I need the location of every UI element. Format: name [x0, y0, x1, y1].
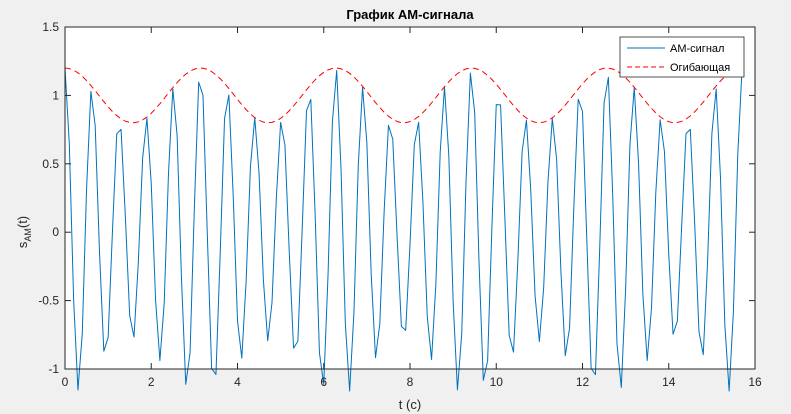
y-axis-label-subscript: AM [23, 228, 33, 242]
legend-box [619, 36, 745, 78]
series-layer [64, 67, 743, 392]
x-tick-label: 0 [62, 375, 69, 389]
x-tick-label: 12 [576, 375, 590, 389]
series-line-0 [64, 68, 743, 392]
y-ticks: -1 -0.5 0 0.5 1 1.5 [38, 20, 755, 376]
x-tick-label: 4 [234, 375, 241, 389]
y-axis-label: sAM(t) [15, 216, 33, 248]
y-tick-label: 1.5 [42, 20, 59, 34]
y-tick-label: 1 [52, 88, 59, 102]
y-tick-label: -0.5 [38, 294, 59, 308]
y-tick-label: 0 [52, 225, 59, 239]
x-axis-label: t (с) [399, 397, 421, 412]
x-tick-label: 2 [148, 375, 155, 389]
y-axis-label-tail: (t) [15, 216, 30, 228]
legend-label-envelope: Огибающая [670, 62, 730, 74]
x-ticks: 0 2 4 6 8 10 12 14 16 [62, 27, 762, 389]
x-tick-label: 6 [320, 375, 327, 389]
y-tick-label: 0.5 [42, 157, 59, 171]
x-tick-label: 16 [748, 375, 762, 389]
y-tick-label: -1 [48, 362, 59, 376]
chart-title: График АМ-сигнала [346, 7, 474, 22]
legend: АМ-сигнал Огибающая [619, 36, 745, 78]
legend-label-am-signal: АМ-сигнал [670, 43, 724, 55]
x-tick-label: 8 [407, 375, 414, 389]
y-axis-label-main: s [15, 241, 30, 248]
x-tick-label: 14 [662, 375, 676, 389]
series-line-1 [64, 67, 743, 124]
x-tick-label: 10 [490, 375, 504, 389]
axes-background [65, 27, 755, 369]
